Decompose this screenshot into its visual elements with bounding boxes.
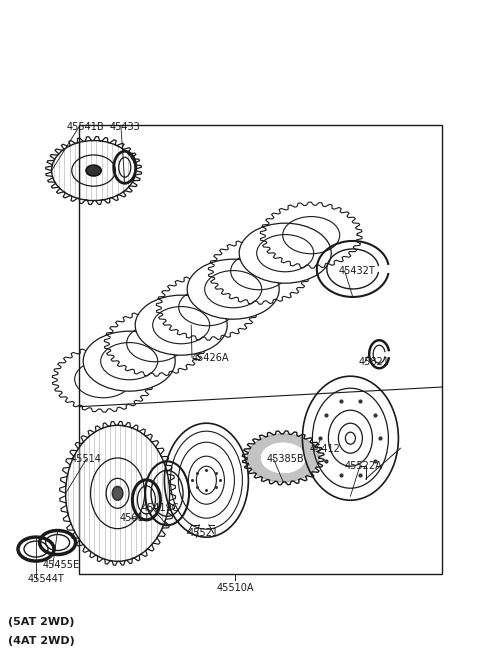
- Ellipse shape: [83, 331, 175, 391]
- Ellipse shape: [187, 259, 279, 319]
- Text: 45385B: 45385B: [266, 454, 304, 464]
- Ellipse shape: [239, 223, 331, 283]
- Text: 45419C: 45419C: [142, 503, 179, 514]
- Text: 45433: 45433: [109, 121, 140, 132]
- Text: 45514: 45514: [71, 454, 102, 464]
- Polygon shape: [247, 434, 319, 482]
- Ellipse shape: [112, 487, 123, 500]
- Text: 45821: 45821: [359, 357, 390, 367]
- Text: 45541B: 45541B: [66, 121, 104, 132]
- Ellipse shape: [135, 295, 227, 355]
- Text: (4AT 2WD): (4AT 2WD): [8, 636, 75, 646]
- Text: 45544T: 45544T: [28, 573, 65, 584]
- Text: 45412: 45412: [310, 444, 340, 455]
- Text: 45455E: 45455E: [42, 560, 79, 571]
- Polygon shape: [261, 443, 305, 473]
- Text: 45426A: 45426A: [192, 352, 229, 363]
- Text: 45611: 45611: [120, 513, 151, 523]
- Text: 45522A: 45522A: [345, 461, 383, 471]
- Text: 45521: 45521: [187, 528, 218, 539]
- Text: 45510A: 45510A: [216, 583, 254, 594]
- Ellipse shape: [86, 165, 101, 176]
- Text: 45432T: 45432T: [338, 266, 375, 276]
- Text: (5AT 2WD): (5AT 2WD): [8, 617, 74, 626]
